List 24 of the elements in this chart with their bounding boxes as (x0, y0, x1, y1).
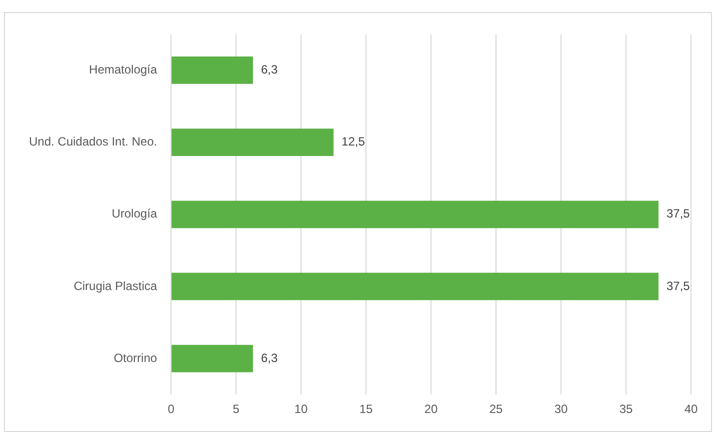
bar (172, 272, 659, 300)
x-tick-label: 35 (619, 402, 634, 416)
data-label: 12,5 (342, 134, 366, 149)
x-tick-label: 40 (684, 402, 698, 416)
data-label: 6,3 (260, 350, 278, 365)
data-label: 6,3 (260, 62, 278, 77)
y-tick-label: Urología (112, 206, 158, 221)
x-tick-label: 5 (232, 402, 240, 416)
bar (172, 344, 253, 372)
x-tick-label: 0 (168, 402, 175, 416)
bar (172, 200, 659, 228)
data-label: 37,5 (666, 278, 690, 293)
x-tick-label: 30 (554, 402, 568, 416)
y-tick-label: Otorrino (114, 350, 158, 365)
bar (172, 128, 334, 156)
x-tick-label: 15 (359, 402, 374, 416)
y-tick-label: Hematología (89, 62, 158, 77)
y-tick-label: Und. Cuidados Int. Neo. (28, 134, 158, 149)
x-tick-label: 10 (294, 402, 308, 416)
bar (172, 56, 253, 84)
data-label: 37,5 (666, 206, 690, 221)
x-tick-label: 20 (424, 402, 438, 416)
y-tick-label: Cirugia Plastica (74, 278, 158, 293)
x-tick-label: 25 (489, 402, 504, 416)
